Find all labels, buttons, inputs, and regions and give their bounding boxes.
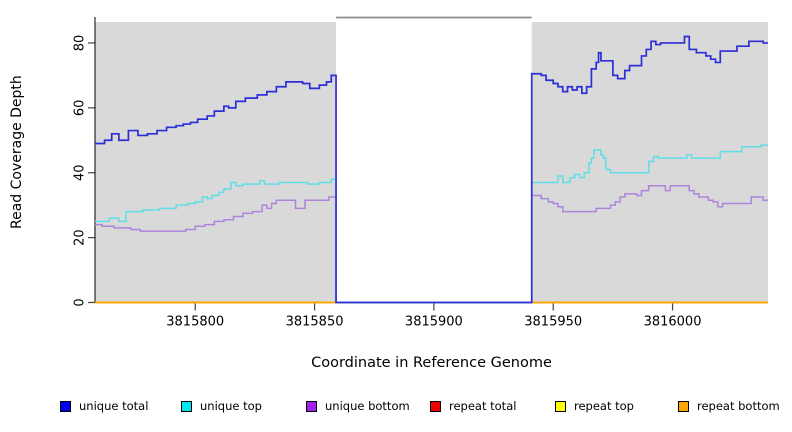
legend-item-label: unique total (79, 399, 149, 413)
legend-item-unique-top: unique top (181, 397, 262, 415)
y-tick-label: 40 (73, 164, 88, 181)
x-tick-label: 3815850 (286, 315, 344, 330)
legend-item-label: repeat top (574, 399, 634, 413)
series-line-unique-total (95, 35, 768, 304)
y-tick-label: 60 (73, 100, 88, 117)
unique-top-swatch-icon (181, 400, 192, 412)
legend-item-repeat-total: repeat total (430, 397, 516, 415)
x-axis-label: Coordinate in Reference Genome (311, 355, 552, 371)
legend-item-label: unique bottom (325, 399, 410, 413)
legend-item-label: unique top (200, 399, 262, 413)
y-tick-label: 0 (73, 298, 88, 306)
y-axis-label: Read Coverage Depth (9, 75, 25, 229)
repeat-total-swatch-icon (430, 400, 441, 412)
legend: unique total unique top unique bottom re… (0, 397, 792, 421)
legend-item-label: repeat bottom (697, 399, 780, 413)
x-tick-label: 3815900 (405, 315, 463, 330)
panel-right (531, 22, 768, 303)
legend-item-unique-bottom: unique bottom (306, 397, 410, 415)
x-tick-label: 3815800 (166, 315, 224, 330)
panel-left (95, 22, 337, 303)
repeat-top-swatch-icon (555, 400, 566, 412)
legend-item-label: repeat total (449, 399, 517, 413)
legend-item-unique-total: unique total (60, 397, 148, 415)
y-tick-label: 20 (73, 229, 88, 246)
x-tick-label: 3815950 (524, 315, 582, 330)
unique-total-swatch-icon (60, 400, 71, 412)
unique-bottom-swatch-icon (306, 400, 317, 412)
legend-item-repeat-top: repeat top (555, 397, 634, 415)
legend-item-repeat-bottom: repeat bottom (678, 397, 780, 415)
repeat-bottom-swatch-icon (678, 400, 689, 412)
series-line-unique-bottom (95, 184, 768, 304)
x-tick-label: 3816000 (644, 315, 702, 330)
y-tick-label: 80 (73, 35, 88, 52)
